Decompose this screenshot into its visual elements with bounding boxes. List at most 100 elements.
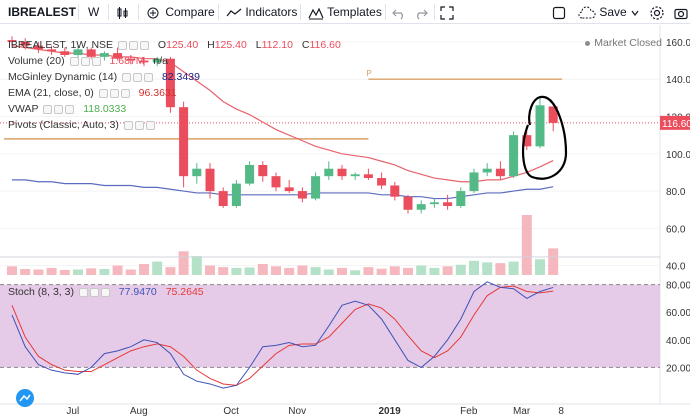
time-tick-label: Jul — [66, 406, 79, 416]
indicators-icon — [226, 8, 242, 17]
candle-body — [377, 178, 387, 186]
volume-bar — [284, 267, 295, 275]
ema-label: EMA (21, close, 0) — [8, 87, 94, 99]
symbol-search[interactable]: IBREALEST — [8, 5, 77, 19]
stoch-d-value: 75.2645 — [165, 286, 204, 298]
snapshot-button[interactable] — [674, 0, 688, 24]
settings-button[interactable] — [649, 0, 665, 24]
gear-icon — [650, 6, 664, 20]
save-button[interactable]: Save — [578, 0, 640, 24]
series-title: IBREALEST, 1W, NSE — [8, 39, 114, 51]
alert-icon[interactable] — [16, 389, 34, 407]
eye-icon[interactable] — [122, 72, 132, 82]
volume-bar — [99, 269, 110, 275]
volume-bar — [218, 267, 229, 275]
candle-body — [231, 183, 241, 207]
eye-icon[interactable] — [78, 287, 88, 297]
interval-button[interactable]: W — [88, 5, 100, 19]
price-tick-label: 100.0 — [666, 150, 690, 161]
stoch-tick-label: 20.00 — [666, 363, 690, 374]
volume-bar — [442, 266, 453, 275]
candle-body — [245, 164, 255, 184]
eye-icon[interactable] — [98, 88, 108, 98]
volume-bar — [403, 267, 413, 275]
candle-body — [192, 168, 202, 177]
volume-bar — [297, 265, 308, 275]
candle-body — [469, 172, 479, 192]
volume-bar — [139, 263, 149, 275]
price-tick-label: 40.0 — [666, 262, 686, 273]
fullscreen-button[interactable] — [440, 0, 454, 24]
settings-icon[interactable] — [80, 56, 90, 66]
candle-body — [218, 191, 228, 207]
candle-body — [73, 49, 83, 55]
volume-bar — [257, 263, 268, 275]
toolbar-divider — [78, 4, 79, 20]
templates-label: Templates — [327, 5, 382, 19]
indicators-button[interactable]: Indicators — [226, 0, 297, 24]
low-value: 112.10 — [261, 39, 293, 51]
more-icon[interactable] — [120, 88, 130, 98]
candle-body — [271, 176, 281, 188]
more-icon[interactable] — [145, 120, 155, 130]
toolbar-divider — [300, 4, 301, 20]
candle-body — [429, 202, 439, 205]
compare-button[interactable]: Compare — [146, 0, 215, 24]
volume-bar — [205, 265, 215, 275]
templates-button[interactable]: Templates — [308, 0, 382, 24]
settings-icon[interactable] — [134, 120, 144, 130]
more-icon[interactable] — [139, 40, 149, 50]
toolbar-divider — [138, 4, 139, 20]
eye-icon[interactable] — [69, 56, 79, 66]
redo-button[interactable] — [414, 0, 428, 24]
more-icon[interactable] — [144, 72, 154, 82]
cloud-icon — [578, 6, 596, 19]
volume-bar — [73, 269, 83, 275]
more-icon[interactable] — [65, 104, 75, 114]
settings-icon[interactable] — [109, 88, 119, 98]
indicators-label: Indicators — [245, 5, 298, 19]
eye-icon[interactable] — [123, 120, 133, 130]
settings-icon[interactable] — [54, 104, 64, 114]
undo-icon — [392, 9, 403, 20]
candle-body — [47, 49, 57, 52]
volume-bar — [363, 267, 374, 275]
save-label: Save — [599, 5, 627, 19]
stoch-k-value: 77.9470 — [118, 286, 157, 298]
candle-body — [324, 168, 334, 177]
candle-body — [363, 174, 373, 179]
candle-body — [126, 58, 136, 61]
eye-icon[interactable] — [43, 104, 53, 114]
candle-body — [33, 45, 43, 50]
volume-bar — [112, 265, 123, 275]
status-dot-icon — [585, 40, 591, 46]
volume-bar — [7, 266, 17, 275]
chart-area[interactable]: P 40.060.080.0100.0120.0140.0160.0116.60… — [0, 25, 690, 416]
candle-body — [443, 202, 453, 207]
alert-toggle-button[interactable] — [552, 0, 566, 24]
chart-canvas[interactable]: P 40.060.080.0100.0120.0140.0160.0116.60… — [0, 25, 690, 416]
stoch-d-line — [11, 285, 554, 386]
undo-button[interactable] — [392, 0, 406, 24]
price-tick-label: 80.0 — [666, 187, 686, 198]
time-tick-label: 2019 — [378, 406, 401, 416]
volume-bar — [244, 267, 255, 275]
chart-style-button[interactable] — [116, 0, 130, 24]
time-axis: Jul Aug Oct Nov 2019 Feb Mar 8 — [66, 406, 564, 416]
stoch-tick-label: 40.00 — [666, 336, 690, 347]
settings-icon[interactable] — [133, 72, 143, 82]
more-icon[interactable] — [100, 287, 110, 297]
settings-icon[interactable] — [89, 287, 99, 297]
volume-bar — [33, 269, 44, 275]
volume-bar — [191, 256, 202, 275]
fullscreen-icon — [440, 6, 454, 20]
candle-body — [7, 40, 17, 42]
candle-body — [179, 107, 189, 177]
more-icon[interactable] — [91, 56, 101, 66]
price-tick-label: 140.0 — [666, 75, 690, 86]
toolbar-divider — [218, 4, 219, 20]
settings-icon[interactable] — [128, 40, 138, 50]
eye-icon[interactable] — [117, 40, 127, 50]
candle-body — [311, 176, 321, 199]
